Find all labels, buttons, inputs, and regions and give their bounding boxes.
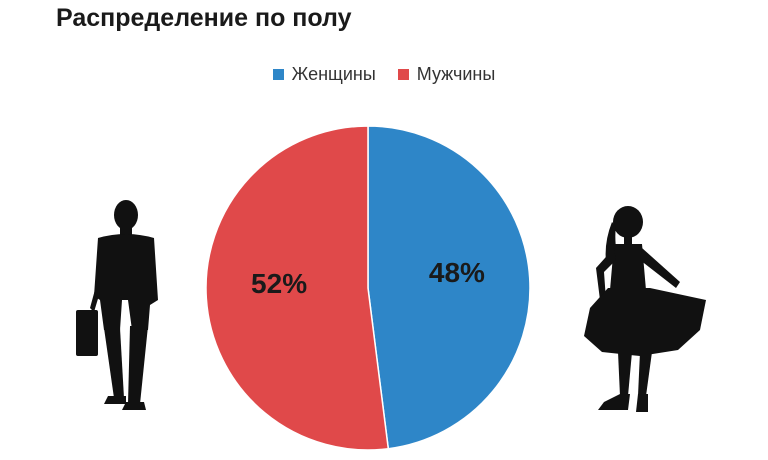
man-with-briefcase-silhouette-icon [76, 200, 158, 410]
legend-label-women: Женщины [291, 64, 376, 84]
pie-slices [205, 125, 531, 451]
legend-label-men: Мужчины [416, 64, 496, 84]
pie-slice-men [205, 125, 390, 451]
data-label-men: 52% [251, 268, 307, 299]
data-label-women: 48% [429, 257, 485, 288]
woman-in-dress-silhouette-icon [584, 206, 706, 412]
legend-swatch-women [272, 69, 284, 80]
legend-item-women: Женщины [272, 64, 376, 85]
pie-slice-women [367, 125, 531, 450]
chart-title: Распределение по полу [56, 4, 352, 32]
legend-item-men: Мужчины [397, 64, 496, 85]
legend-swatch-men [397, 69, 409, 80]
legend: Женщины Мужчины [0, 64, 768, 85]
pie-labels: 48% 52% [251, 257, 485, 299]
